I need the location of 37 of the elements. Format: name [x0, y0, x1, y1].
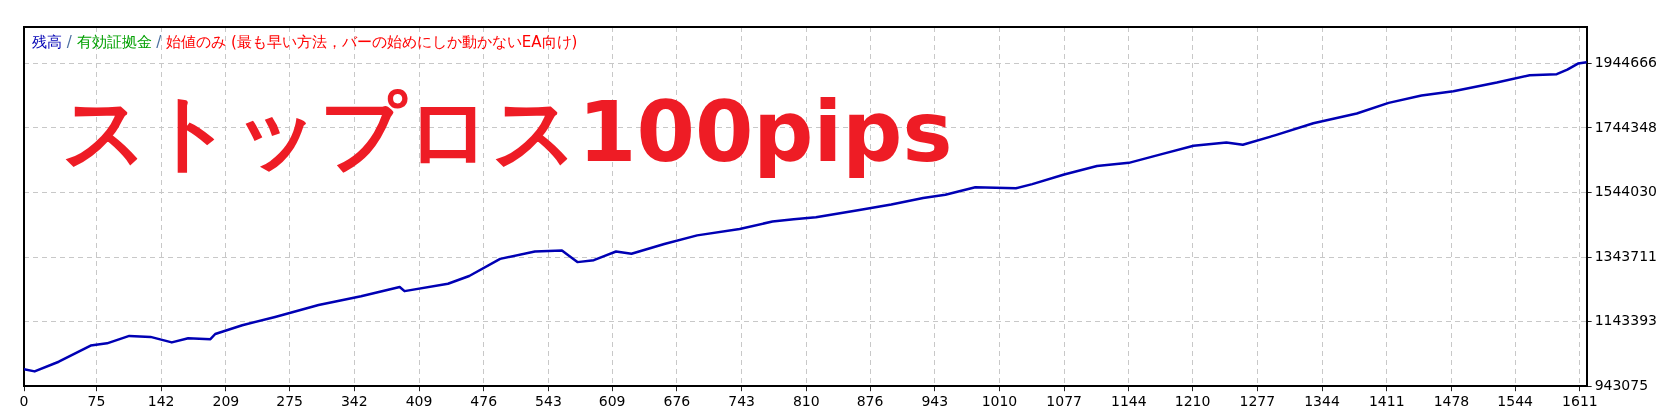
x-tick-label: 810 [792, 393, 820, 410]
text: / [156, 32, 162, 51]
y-tick-label: 1343711 [1594, 247, 1658, 264]
x-tick-label: 943 [921, 393, 949, 410]
x-tick-label: 1210 [1174, 393, 1211, 410]
x-tick-label: 142 [147, 393, 175, 410]
x-tick-label: 1277 [1239, 393, 1276, 410]
x-tick-label: 209 [212, 393, 240, 410]
legend-label: 有効証拠金 [76, 32, 152, 51]
x-tick-label: 342 [340, 393, 368, 410]
x-tick-label: 1010 [981, 393, 1018, 410]
x-tick-label: 1077 [1046, 393, 1082, 410]
x-tick-label: 1611 [1562, 393, 1598, 410]
x-tick-label: 1344 [1304, 393, 1340, 410]
x-tick-label: 0 [19, 393, 29, 410]
x-tick-label: 743 [728, 393, 755, 410]
y-tick-label: 1744348 [1594, 118, 1658, 135]
y-tick-label: 1544030 [1594, 183, 1658, 200]
x-tick-label: 275 [276, 393, 303, 410]
x-tick-label: 543 [535, 393, 562, 410]
y-tick-label: 1143393 [1594, 312, 1658, 329]
x-tick-label: 75 [87, 393, 106, 410]
x-tick-label: 1411 [1368, 393, 1405, 410]
x-tick-label: 476 [470, 393, 498, 410]
x-tick-label: 609 [598, 393, 626, 410]
x-tick-label: 409 [405, 393, 433, 410]
x-tick-label: 676 [663, 393, 691, 410]
x-tick-label: 1544 [1497, 393, 1534, 410]
annotation: ストップロス100pips [62, 82, 953, 181]
y-tick-label: 943075 [1594, 376, 1649, 393]
x-tick-label: 1144 [1111, 393, 1147, 410]
x-tick-label: 876 [856, 393, 884, 410]
text: 残高 [32, 32, 62, 51]
y-tick-label: 1944666 [1594, 53, 1658, 70]
annotation: 始値のみ (最も早い方法，バーの始めにしか動かないEA向け) [166, 32, 578, 51]
x-tick-label: 1478 [1433, 393, 1470, 410]
annotation: / [62, 32, 77, 51]
